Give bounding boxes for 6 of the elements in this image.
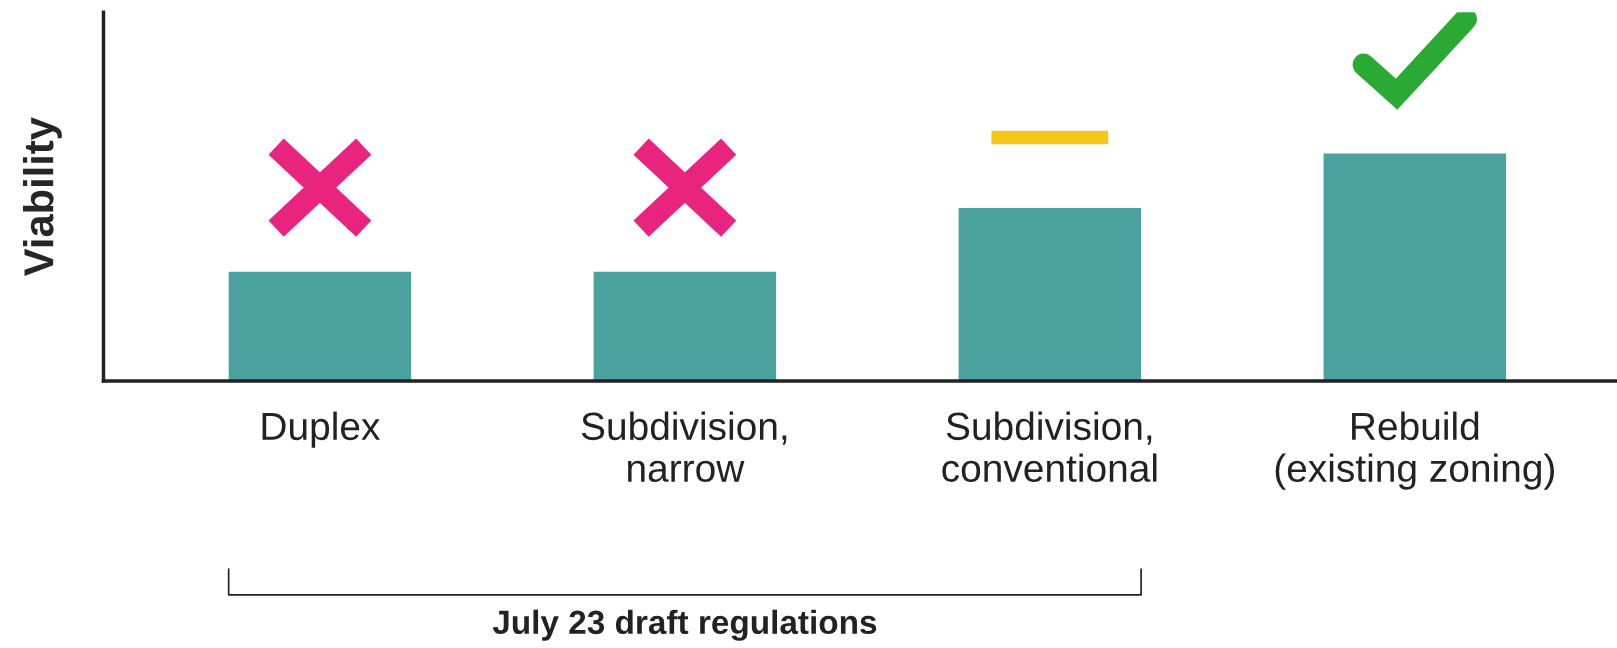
y-axis-title: Viability [22,117,62,276]
x-tick-label: Subdivision, narrow [581,411,787,483]
x-tick-label: Duplex [262,411,381,448]
text: July 23 draft regulations [492,609,877,641]
x-tick-label: Subdivision, conventional [942,411,1157,483]
x-tick-label: Rebuild (existing zoning) [1275,411,1554,490]
